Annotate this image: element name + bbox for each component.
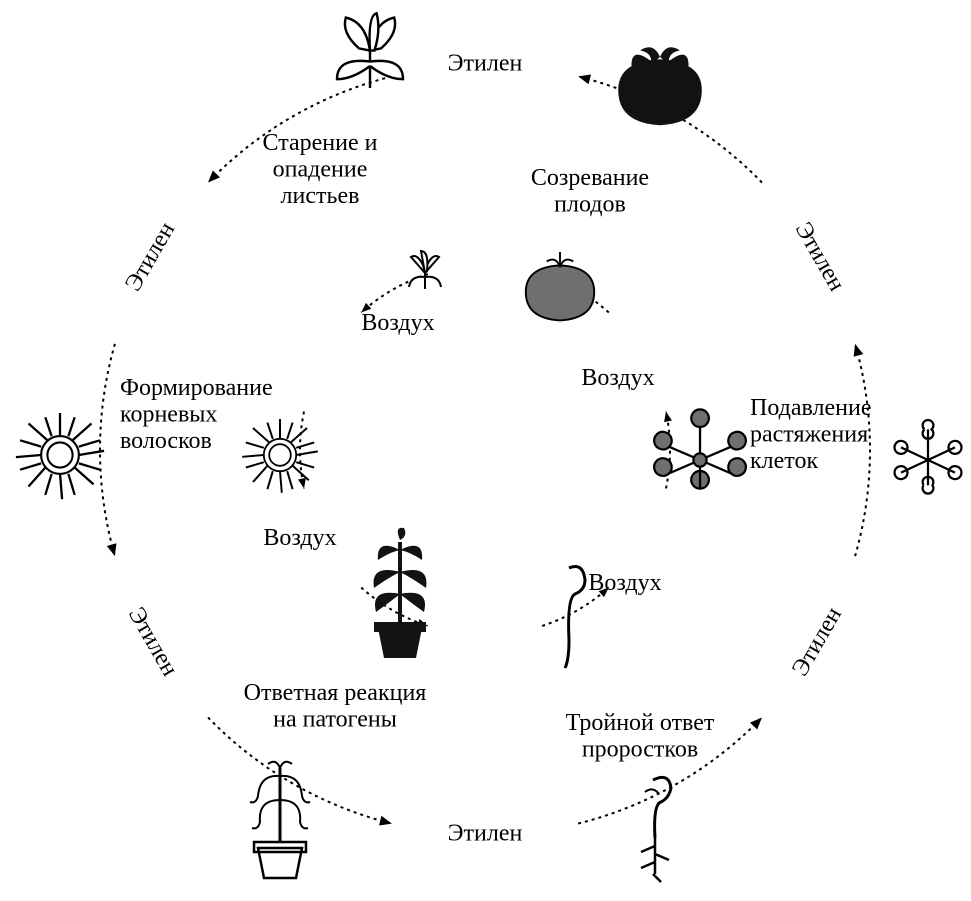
air-label: Воздух <box>581 365 654 391</box>
senescence-inner-icon <box>409 251 441 289</box>
ripening-label: Созреваниеплодов <box>531 165 649 217</box>
ethylene-label: Этилен <box>123 603 183 681</box>
cell-suppression-label: Подавлениерастяженияклеток <box>750 395 872 474</box>
ethylene-label: Этилен <box>790 218 850 296</box>
ripening-inner-icon <box>526 252 594 320</box>
ethylene-label: Этилен <box>448 51 523 77</box>
ethylene-label: Этилен <box>120 218 180 296</box>
ethylene-label: Этилен <box>448 821 523 847</box>
triple-response-inner-icon <box>565 567 585 669</box>
root-hairs-outer-icon <box>16 413 104 499</box>
triple-response-label: Тройной ответпроростков <box>566 710 715 762</box>
triple-response-outer-icon <box>641 777 671 882</box>
ethylene-cycle-diagram: Этилен Этилен Этилен Этилен Этилен Этилен Воз… <box>0 0 971 901</box>
senescence-outer-icon <box>337 13 403 88</box>
air-labels: Воздух Воздух Воздух Воздух <box>263 310 661 596</box>
ripening-outer-icon <box>618 47 702 125</box>
air-label: Воздух <box>263 525 336 551</box>
ethylene-label: Этилен <box>787 603 847 681</box>
effects-group: Созреваниеплодов Подавлениерастяженияклет… <box>16 13 962 882</box>
cell-suppression-outer-icon <box>895 420 962 494</box>
pathogen-response-label: Ответная реакцияна патогены <box>244 680 427 732</box>
effect-cell-suppression: Подавлениерастяженияклеток <box>654 395 961 494</box>
effect-root-hairs: Формированиекорневыхволосков <box>16 375 318 499</box>
air-label: Воздух <box>588 570 661 596</box>
air-label: Воздух <box>361 310 434 336</box>
pathogen-response-outer-icon <box>250 762 310 878</box>
effect-senescence: Старение иопадениелистьев <box>263 13 441 289</box>
pathogen-response-inner-icon <box>374 528 427 658</box>
effect-pathogen-response: Ответная реакцияна патогены <box>244 528 427 878</box>
senescence-label: Старение иопадениелистьев <box>263 130 378 209</box>
root-hairs-inner-icon <box>242 419 318 493</box>
effect-triple-response: Тройной ответпроростков <box>565 567 715 883</box>
root-hairs-label: Формированиекорневыхволосков <box>120 375 273 454</box>
